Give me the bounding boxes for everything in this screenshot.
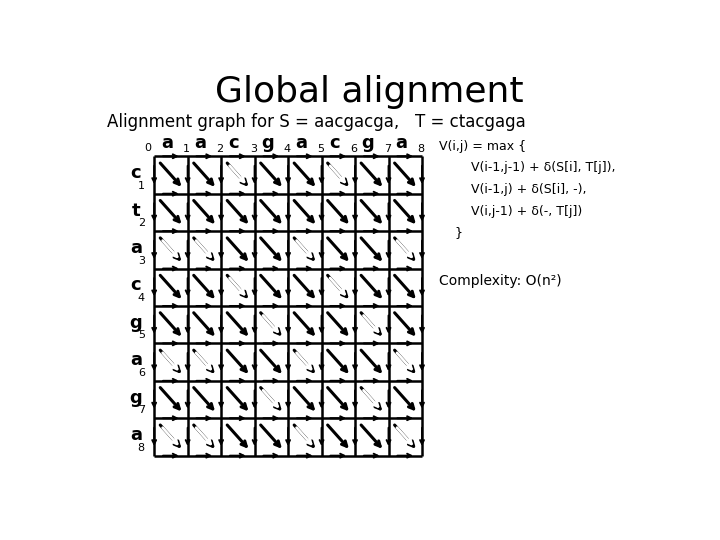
- Text: 1: 1: [138, 181, 145, 191]
- Text: a: a: [130, 351, 142, 369]
- Text: Alignment graph for S = aacgacga,   T = ctacgaga: Alignment graph for S = aacgacga, T = ct…: [107, 113, 526, 131]
- Text: V(i-1,j) + δ(S[i], -),: V(i-1,j) + δ(S[i], -),: [438, 183, 586, 196]
- Text: c: c: [329, 134, 340, 152]
- Text: a: a: [161, 134, 173, 152]
- Text: 6: 6: [138, 368, 145, 378]
- Text: 2: 2: [138, 218, 145, 228]
- Text: g: g: [130, 389, 142, 407]
- Text: a: a: [294, 134, 307, 152]
- Text: a: a: [130, 426, 142, 444]
- Text: V(i,j) = max {: V(i,j) = max {: [438, 140, 526, 153]
- Text: V(i,j-1) + δ(-, T[j]): V(i,j-1) + δ(-, T[j]): [438, 205, 582, 218]
- Text: }: }: [438, 226, 463, 239]
- Text: 5: 5: [138, 330, 145, 340]
- Text: c: c: [130, 164, 141, 182]
- Text: Global alignment: Global alignment: [215, 75, 523, 109]
- Text: a: a: [194, 134, 207, 152]
- Text: 4: 4: [138, 293, 145, 303]
- Text: 8: 8: [138, 443, 145, 453]
- Text: a: a: [130, 239, 142, 257]
- Text: 6: 6: [350, 144, 357, 154]
- Text: c: c: [228, 134, 239, 152]
- Text: 7: 7: [138, 405, 145, 415]
- Text: 5: 5: [317, 144, 324, 154]
- Text: 7: 7: [384, 144, 391, 154]
- Text: 4: 4: [283, 144, 290, 154]
- Text: 2: 2: [216, 144, 223, 154]
- Text: g: g: [130, 314, 142, 332]
- Text: a: a: [395, 134, 408, 152]
- Text: 1: 1: [183, 144, 190, 154]
- Text: g: g: [361, 134, 374, 152]
- Text: 3: 3: [138, 255, 145, 266]
- Text: c: c: [130, 276, 141, 294]
- Text: 8: 8: [417, 144, 424, 154]
- Text: Complexity: O(n²): Complexity: O(n²): [438, 274, 562, 288]
- Text: V(i-1,j-1) + δ(S[i], T[j]),: V(i-1,j-1) + δ(S[i], T[j]),: [438, 161, 616, 174]
- Text: 3: 3: [250, 144, 257, 154]
- Text: g: g: [261, 134, 274, 152]
- Text: 0: 0: [144, 143, 150, 153]
- Text: t: t: [132, 201, 140, 220]
